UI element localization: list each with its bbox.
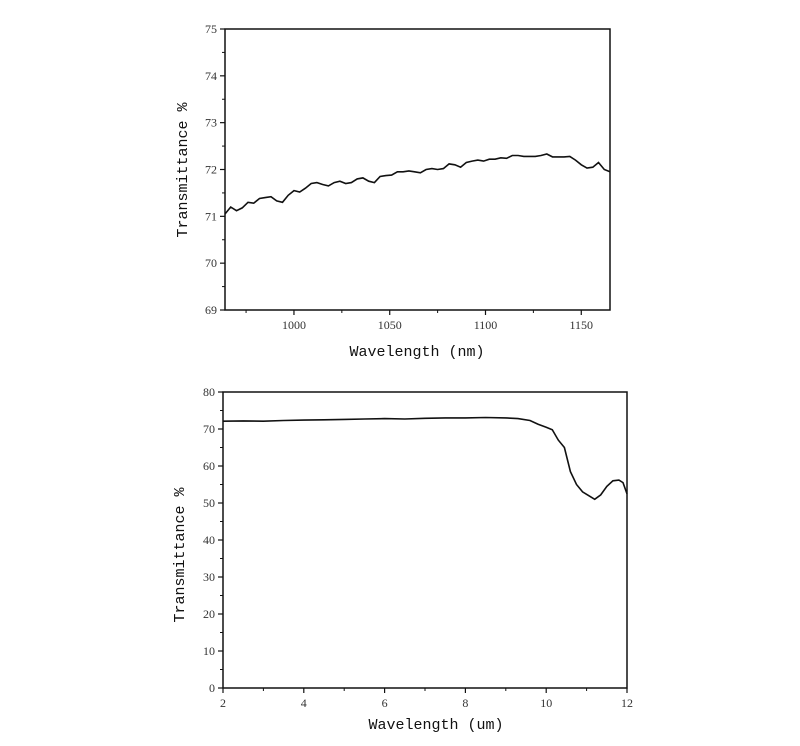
x-tick-label: 8: [462, 696, 468, 710]
top-x-axis-title: Wavelength (nm): [349, 344, 484, 361]
y-tick-label: 69: [205, 303, 217, 317]
x-tick-label: 10: [540, 696, 552, 710]
y-tick-label: 30: [203, 570, 215, 584]
x-tick-label: 2: [220, 696, 226, 710]
bottom-transmittance-chart: 0 10 20 30 40 50 60 70 80 2 4 6 8 10 12 Wavelength (u…: [172, 385, 633, 734]
y-tick-label: 73: [205, 116, 217, 130]
bottom-x-axis-ticks: 2 4 6 8 10 12: [220, 688, 633, 710]
top-plot-frame: [224, 28, 611, 311]
x-tick-label: 1000: [282, 318, 306, 332]
y-tick-label: 60: [203, 459, 215, 473]
y-tick-label: 0: [209, 681, 215, 695]
x-tick-label: 4: [301, 696, 307, 710]
y-tick-label: 10: [203, 644, 215, 658]
bottom-transmittance-line: [222, 416, 628, 501]
top-transmittance-chart: 69 70 71 72 73 74 75 1000 1050 1100 1150 Waveleng…: [175, 22, 611, 361]
top-y-axis-title: Transmittance %: [175, 101, 192, 237]
y-tick-label: 70: [203, 422, 215, 436]
y-tick-label: 20: [203, 607, 215, 621]
y-tick-label: 71: [205, 209, 217, 223]
x-tick-label: 1100: [474, 318, 498, 332]
top-transmittance-line: [224, 153, 611, 215]
top-x-axis-ticks: 1000 1050 1100 1150: [245, 310, 593, 332]
y-tick-label: 50: [203, 496, 215, 510]
y-tick-label: 74: [205, 69, 217, 83]
x-tick-label: 6: [382, 696, 388, 710]
y-tick-label: 75: [205, 22, 217, 36]
x-tick-label: 1050: [378, 318, 402, 332]
x-tick-label: 12: [621, 696, 633, 710]
bottom-plot-frame: [222, 391, 628, 689]
y-tick-label: 70: [205, 256, 217, 270]
y-tick-label: 40: [203, 533, 215, 547]
bottom-y-axis-title: Transmittance %: [172, 486, 189, 622]
y-tick-label: 72: [205, 163, 217, 177]
top-y-axis-ticks: 69 70 71 72 73 74 75: [205, 22, 225, 317]
x-tick-label: 1150: [569, 318, 593, 332]
y-tick-label: 80: [203, 385, 215, 399]
bottom-y-axis-ticks: 0 10 20 30 40 50 60 70 80: [203, 385, 223, 695]
bottom-x-axis-title: Wavelength (um): [368, 717, 503, 734]
